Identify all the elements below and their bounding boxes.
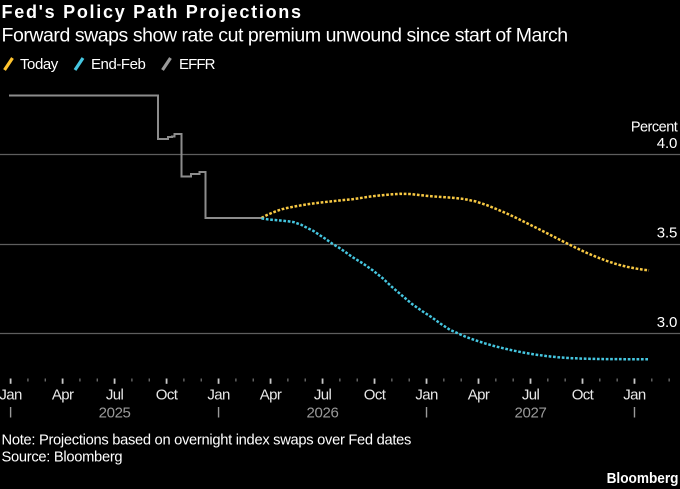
svg-text:Forward swaps show rate cut pr: Forward swaps show rate cut premium unwo… xyxy=(2,24,568,46)
svg-text:EFFR: EFFR xyxy=(179,56,216,73)
svg-text:3.0: 3.0 xyxy=(657,314,678,331)
svg-text:Bloomberg: Bloomberg xyxy=(607,470,679,486)
svg-text:Jul: Jul xyxy=(522,387,540,404)
svg-text:Source: Bloomberg: Source: Bloomberg xyxy=(2,450,123,466)
svg-text:Oct: Oct xyxy=(572,387,595,404)
svg-text:3.5: 3.5 xyxy=(657,224,678,241)
svg-text:Fed's Policy Path Projections: Fed's Policy Path Projections xyxy=(2,2,303,22)
svg-text:Percent: Percent xyxy=(631,120,678,136)
svg-text:Oct: Oct xyxy=(364,387,387,404)
svg-text:Jul: Jul xyxy=(314,387,332,404)
svg-text:Jan: Jan xyxy=(207,387,230,404)
svg-text:Apr: Apr xyxy=(260,387,282,404)
svg-text:2026: 2026 xyxy=(307,404,339,421)
svg-text:2027: 2027 xyxy=(515,404,547,421)
svg-text:Jan: Jan xyxy=(0,387,22,404)
svg-text:End-Feb: End-Feb xyxy=(91,56,145,73)
svg-text:Note: Projections based on ove: Note: Projections based on overnight ind… xyxy=(2,433,412,449)
svg-text:Apr: Apr xyxy=(468,387,490,404)
svg-text:Jan: Jan xyxy=(623,387,646,404)
svg-text:Jan: Jan xyxy=(415,387,438,404)
svg-text:4.0: 4.0 xyxy=(657,135,678,152)
svg-text:2025: 2025 xyxy=(99,404,131,421)
svg-text:Oct: Oct xyxy=(156,387,179,404)
svg-text:Apr: Apr xyxy=(52,387,74,404)
svg-text:Jul: Jul xyxy=(106,387,124,404)
svg-text:Today: Today xyxy=(20,56,59,73)
